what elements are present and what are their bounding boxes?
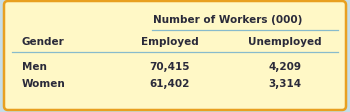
Text: 4,209: 4,209	[268, 61, 301, 71]
Text: 61,402: 61,402	[150, 78, 190, 88]
Text: 70,415: 70,415	[150, 61, 190, 71]
Text: Men: Men	[22, 61, 47, 71]
Text: 3,314: 3,314	[268, 78, 302, 88]
Text: Number of Workers (000): Number of Workers (000)	[153, 15, 302, 25]
Text: Gender: Gender	[22, 37, 65, 47]
FancyBboxPatch shape	[4, 2, 346, 110]
Text: Employed: Employed	[141, 37, 199, 47]
Text: Women: Women	[22, 78, 66, 88]
Text: Unemployed: Unemployed	[248, 37, 322, 47]
